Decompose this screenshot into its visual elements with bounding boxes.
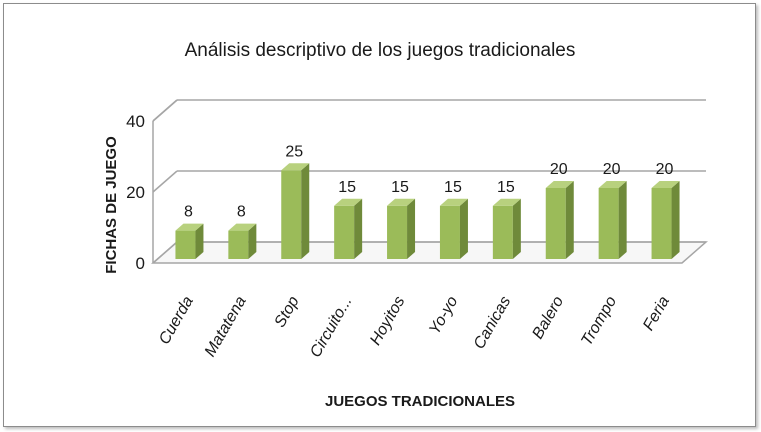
bar-top bbox=[439, 198, 468, 206]
gridline-depth bbox=[152, 170, 178, 193]
gridline-depth bbox=[152, 241, 178, 264]
data-label: 25 bbox=[285, 143, 303, 160]
bar-top bbox=[651, 181, 680, 188]
bar-top bbox=[387, 198, 416, 206]
bar-side bbox=[301, 163, 310, 259]
bar-top bbox=[545, 181, 574, 188]
bar-front bbox=[651, 188, 672, 259]
data-label: 20 bbox=[656, 161, 674, 178]
x-tick-label: Stop bbox=[272, 293, 303, 330]
bar-front bbox=[492, 205, 513, 259]
data-label: 15 bbox=[338, 179, 356, 196]
bar-front bbox=[228, 230, 249, 259]
bar-top bbox=[334, 198, 363, 206]
bar-side bbox=[354, 198, 363, 259]
data-label: 8 bbox=[184, 204, 193, 221]
bar-front bbox=[598, 188, 619, 259]
bar-front bbox=[175, 230, 196, 259]
bar-top bbox=[228, 223, 257, 231]
bar-front bbox=[545, 188, 566, 259]
gridline-depth bbox=[152, 99, 178, 122]
bar-side bbox=[407, 198, 416, 259]
bar-side bbox=[459, 198, 468, 259]
bar-side bbox=[618, 181, 627, 259]
x-tick-label: Circuito... bbox=[307, 294, 356, 361]
bar-top bbox=[281, 163, 310, 171]
chart-frame bbox=[3, 3, 756, 427]
y-tick-label: 0 bbox=[136, 254, 145, 273]
bar-side bbox=[248, 223, 257, 259]
chart-title: Análisis descriptivo de los juegos tradi… bbox=[185, 40, 576, 61]
x-tick-label: Feria bbox=[640, 293, 673, 333]
x-tick-label: Matatena bbox=[202, 293, 250, 359]
data-label: 15 bbox=[391, 179, 409, 196]
x-tick-label: Balero bbox=[529, 293, 567, 342]
x-tick-label: Trompo bbox=[578, 293, 620, 348]
data-label: 15 bbox=[444, 179, 462, 196]
x-tick-label: Canicas bbox=[471, 293, 515, 352]
y-tick-label: 40 bbox=[126, 112, 145, 131]
bar-top bbox=[598, 181, 627, 188]
bar-side bbox=[565, 181, 574, 259]
plot-area: 0 20 40 8 Cuerda 8 Matatena 25 Stop 15 Circuito...… bbox=[126, 99, 708, 361]
x-tick-label: Cuerda bbox=[156, 293, 197, 347]
bar-side bbox=[512, 198, 521, 259]
bar-side bbox=[671, 181, 680, 259]
data-label: 8 bbox=[237, 204, 246, 221]
y-tick-label: 20 bbox=[126, 183, 145, 202]
bar-front bbox=[439, 205, 460, 259]
x-tick-label: Yo-yo bbox=[426, 293, 461, 337]
y-axis-title: FICHAS DE JUEGO bbox=[103, 136, 120, 274]
bar-top bbox=[175, 223, 204, 231]
x-axis-title: JUEGOS TRADICIONALES bbox=[325, 393, 515, 410]
data-label: 20 bbox=[603, 161, 621, 178]
bar-top bbox=[492, 198, 521, 206]
bar-front bbox=[387, 205, 408, 259]
x-tick-label: Hoyitos bbox=[367, 294, 408, 349]
data-label: 20 bbox=[550, 161, 568, 178]
bar-front bbox=[334, 205, 355, 259]
data-label: 15 bbox=[497, 179, 515, 196]
bar-front bbox=[281, 170, 302, 259]
bar-side bbox=[195, 223, 204, 259]
